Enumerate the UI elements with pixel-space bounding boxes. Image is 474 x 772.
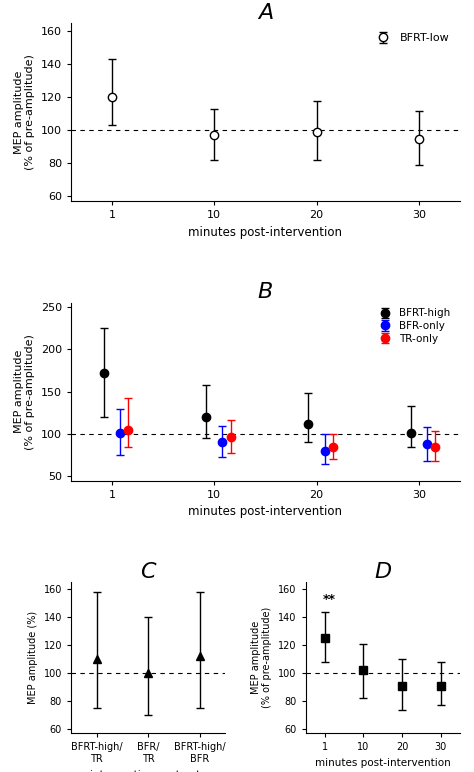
Text: **: ** — [323, 593, 336, 606]
X-axis label: minutes post-intervention: minutes post-intervention — [189, 505, 342, 518]
X-axis label: minutes post-intervention: minutes post-intervention — [189, 225, 342, 239]
Legend: BFRT-low: BFRT-low — [368, 29, 454, 48]
Y-axis label: MEP amplitude
(% of pre-amplitude): MEP amplitude (% of pre-amplitude) — [14, 334, 36, 449]
Y-axis label: MEP amplitude
(% of pre-amplitude): MEP amplitude (% of pre-amplitude) — [14, 54, 36, 170]
X-axis label: intervention contrasts: intervention contrasts — [91, 770, 206, 772]
Title: A: A — [258, 3, 273, 23]
Title: B: B — [258, 283, 273, 303]
Title: D: D — [374, 562, 391, 582]
Y-axis label: MEP amplitude
(% of pre-amplitude): MEP amplitude (% of pre-amplitude) — [251, 607, 273, 709]
Legend: BFRT-high, BFR-only, TR-only: BFRT-high, BFR-only, TR-only — [370, 304, 455, 348]
Y-axis label: MEP amplitude (%): MEP amplitude (%) — [28, 611, 38, 704]
X-axis label: minutes post-intervention: minutes post-intervention — [315, 758, 450, 768]
Title: C: C — [140, 562, 156, 582]
